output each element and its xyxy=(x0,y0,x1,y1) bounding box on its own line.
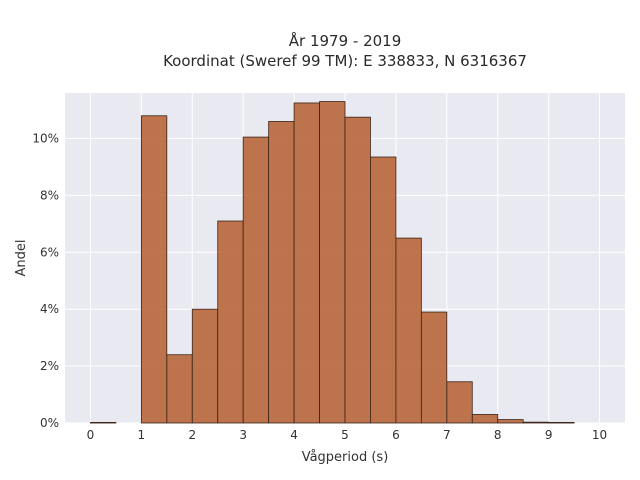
x-tick-label: 2 xyxy=(188,428,196,442)
histogram-bar xyxy=(420,311,448,424)
histogram-bar xyxy=(497,419,524,424)
x-tick-label: 6 xyxy=(392,428,400,442)
histogram-bar xyxy=(344,116,371,424)
y-tick-label: 8% xyxy=(40,188,59,202)
y-axis-label: Andel xyxy=(14,240,29,277)
histogram-bar xyxy=(268,121,295,424)
histogram-bar xyxy=(471,414,499,424)
x-tick-label: 5 xyxy=(341,428,349,442)
x-tick-label: 10 xyxy=(592,428,607,442)
x-axis-label: Vågperiod (s) xyxy=(302,450,389,465)
y-tick-label: 10% xyxy=(32,132,59,146)
histogram-bar xyxy=(548,422,575,424)
histogram-bar xyxy=(242,136,270,424)
histogram-bar xyxy=(370,156,397,424)
histogram-bar xyxy=(319,101,346,424)
x-tick-label: 8 xyxy=(494,428,502,442)
x-tick-label: 7 xyxy=(443,428,451,442)
histogram-bar xyxy=(395,237,422,424)
y-tick-label: 2% xyxy=(40,359,59,373)
histogram-bar xyxy=(191,308,219,424)
histogram-bar xyxy=(446,381,473,424)
y-tick-label: 4% xyxy=(40,302,59,316)
x-tick-label: 4 xyxy=(290,428,298,442)
y-tick-label: 6% xyxy=(40,245,59,259)
y-tick-label: 0% xyxy=(40,416,59,430)
histogram-bar xyxy=(522,421,550,424)
histogram-bar xyxy=(293,102,320,424)
chart-title-line1: År 1979 - 2019 xyxy=(289,31,402,50)
histogram-bar xyxy=(140,115,168,424)
x-tick-label: 3 xyxy=(239,428,247,442)
x-tick-label: 0 xyxy=(87,428,95,442)
x-tick-label: 9 xyxy=(545,428,553,442)
chart-title-line2: Koordinat (Sweref 99 TM): E 338833, N 63… xyxy=(163,52,527,70)
x-tick-label: 1 xyxy=(138,428,146,442)
histogram-bar xyxy=(166,354,193,424)
histogram-bar xyxy=(90,422,117,424)
histogram-bar xyxy=(217,220,244,424)
